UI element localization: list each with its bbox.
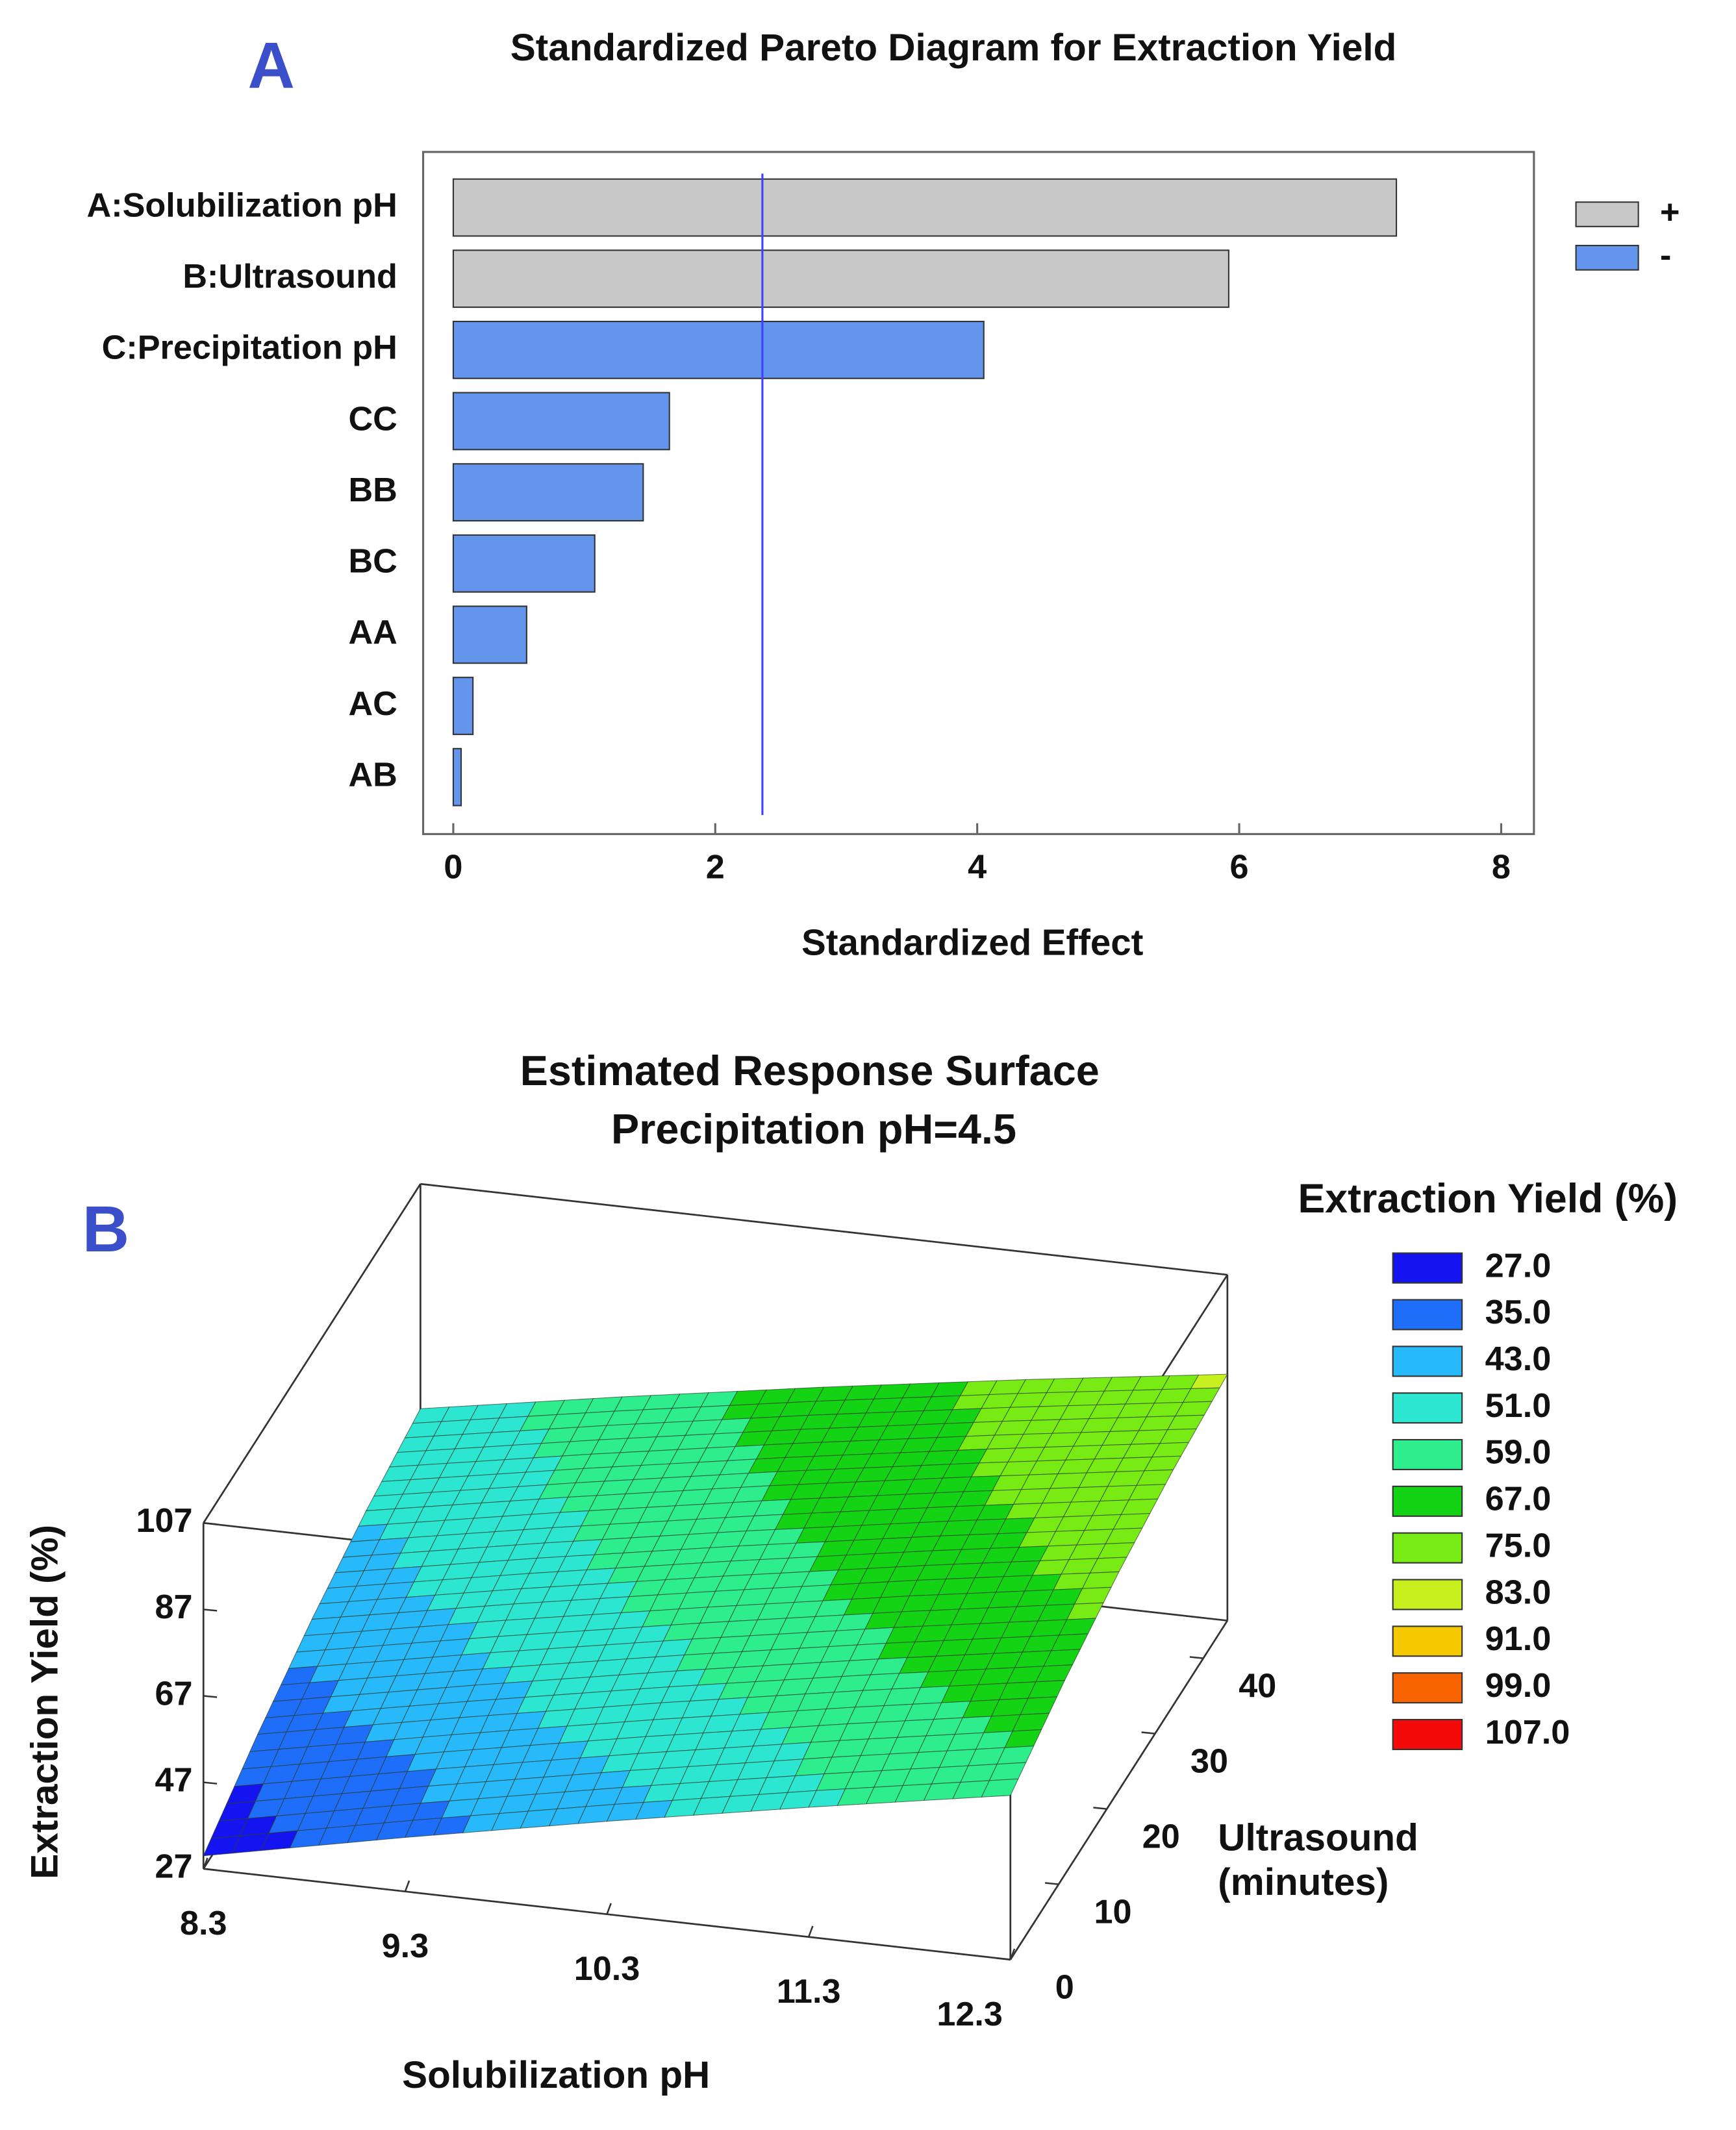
legend-label: 107.0 (1485, 1714, 1570, 1751)
x-tick (606, 1903, 612, 1915)
panel-label: B (82, 1193, 129, 1266)
x-tick-label: 4 (968, 848, 987, 886)
legend-swatch (1392, 1579, 1463, 1610)
legend-label: 35.0 (1485, 1294, 1552, 1331)
x-tick-label: 11.3 (777, 1973, 841, 2011)
x-tick (1009, 1948, 1016, 1961)
z-tick (203, 1609, 218, 1612)
y-tick (1093, 1807, 1107, 1810)
bar (452, 534, 596, 593)
legend-label: 27.0 (1485, 1247, 1552, 1284)
surface-patch (981, 1778, 1019, 1798)
z-tick-label: 87 (155, 1588, 192, 1626)
x-axis-title: Solubilization pH (402, 2054, 710, 2096)
legend-label: 51.0 (1485, 1387, 1552, 1425)
legend-swatch (1575, 245, 1639, 271)
y-tick-label: BB (348, 471, 397, 509)
x-tick-label: 9.3 (382, 1927, 429, 1965)
bar (452, 178, 1398, 237)
x-tick-label: 10.3 (574, 1950, 640, 1988)
y-tick (1189, 1656, 1203, 1659)
legend-swatch (1392, 1346, 1463, 1377)
legend-swatch (1392, 1672, 1463, 1704)
y-tick (996, 1957, 1011, 1961)
legend-swatch (1392, 1485, 1463, 1517)
y-tick-label: 0 (1055, 1968, 1074, 2006)
legend-swatch (1392, 1532, 1463, 1564)
x-tick (203, 1857, 208, 1870)
legend-label: 83.0 (1485, 1573, 1552, 1611)
bar (452, 677, 474, 735)
legend-swatch (1392, 1392, 1463, 1424)
y-tick-label: A:Solubilization pH (87, 186, 397, 224)
y-tick-label: 10 (1094, 1893, 1132, 1931)
legend-label: 75.0 (1485, 1527, 1552, 1564)
chart-subtitle: Precipitation pH=4.5 (611, 1105, 1016, 1153)
bar (452, 605, 527, 664)
box-edge (1009, 1620, 1229, 1961)
x-tick-label: 8.3 (180, 1905, 227, 1942)
x-tick-label: 2 (706, 848, 725, 886)
x-tick-label: 6 (1230, 848, 1249, 886)
legend-swatch (1392, 1438, 1463, 1470)
y-axis-title: (minutes) (1218, 1861, 1389, 1903)
y-tick-label: AB (348, 756, 397, 794)
y-tick-label: B:Ultrasound (182, 258, 397, 295)
x-axis-title: Standardized Effect (801, 921, 1143, 962)
y-tick-label: C:Precipitation pH (102, 329, 397, 367)
legend-label: 59.0 (1485, 1434, 1552, 1472)
bar (452, 747, 462, 807)
y-axis-title: Ultrasound (1218, 1816, 1418, 1859)
y-tick-label: AA (348, 614, 397, 651)
bar (452, 249, 1229, 308)
z-tick (203, 1868, 218, 1872)
legend-label: 91.0 (1485, 1620, 1552, 1658)
z-tick-label: 47 (155, 1761, 192, 1799)
y-tick-label: AC (348, 685, 397, 723)
bar (452, 463, 644, 522)
z-tick (203, 1695, 218, 1698)
legend-label: 67.0 (1485, 1481, 1552, 1518)
legend-label: - (1660, 237, 1671, 275)
y-tick-label: 40 (1239, 1667, 1276, 1705)
legend-swatch (1392, 1252, 1463, 1284)
y-tick-label: 30 (1190, 1742, 1228, 1780)
legend-label: 99.0 (1485, 1667, 1552, 1705)
z-tick (203, 1522, 218, 1525)
legend-label: + (1660, 194, 1679, 231)
plot-frame (421, 151, 1535, 835)
legend-swatch (1392, 1625, 1463, 1657)
x-tick-label: 8 (1492, 848, 1511, 886)
y-tick-label: 20 (1142, 1818, 1180, 1855)
z-tick (203, 1781, 218, 1785)
y-tick-label: CC (348, 400, 397, 438)
legend-swatch (1575, 201, 1639, 227)
chart-title: Standardized Pareto Diagram for Extracti… (510, 27, 1397, 69)
y-tick (1045, 1882, 1059, 1885)
box-edge (203, 1183, 421, 1523)
z-axis-title: Extraction Yield (%) (24, 1525, 66, 1879)
z-tick-label: 107 (136, 1502, 192, 1540)
x-tick-label: 12.3 (937, 1996, 1003, 2033)
x-tick (404, 1880, 410, 1892)
z-tick-label: 67 (155, 1675, 192, 1712)
legend-title: Extraction Yield (%) (1298, 1176, 1678, 1222)
legend-label: 43.0 (1485, 1340, 1552, 1378)
panel-label: A (247, 29, 294, 102)
bar (452, 320, 985, 379)
chart-title: Estimated Response Surface (520, 1047, 1100, 1094)
x-tick (807, 1925, 814, 1938)
legend-swatch (1392, 1299, 1463, 1331)
y-tick-label: BC (348, 543, 397, 581)
z-tick-label: 27 (155, 1848, 192, 1886)
box-edge (420, 1183, 1228, 1276)
y-tick (1141, 1731, 1155, 1735)
x-tick-label: 0 (444, 848, 462, 886)
legend-swatch (1392, 1718, 1463, 1750)
bar (452, 392, 670, 451)
